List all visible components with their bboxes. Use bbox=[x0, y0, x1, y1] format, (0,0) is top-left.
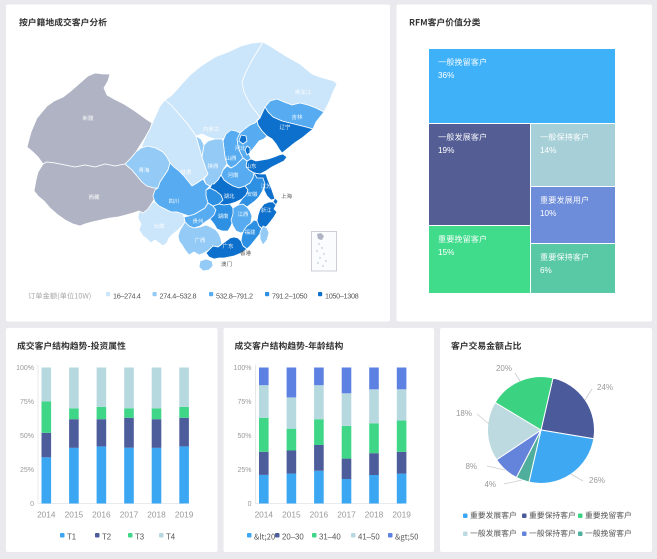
svg-text:6%: 6% bbox=[540, 266, 552, 275]
svg-text:16–274.4: 16–274.4 bbox=[113, 292, 141, 301]
svg-text:14%: 14% bbox=[540, 146, 556, 155]
svg-text:0: 0 bbox=[248, 501, 252, 508]
svg-text:8%: 8% bbox=[465, 462, 477, 471]
svg-text:2019: 2019 bbox=[392, 510, 411, 520]
svg-text:19%: 19% bbox=[438, 146, 454, 155]
svg-text:2015: 2015 bbox=[65, 510, 84, 520]
svg-text:2017: 2017 bbox=[337, 510, 356, 520]
svg-text:25%: 25% bbox=[20, 467, 34, 474]
svg-text:2015: 2015 bbox=[282, 510, 301, 520]
svg-text:274.4–532.8: 274.4–532.8 bbox=[160, 292, 197, 301]
svg-text:T3: T3 bbox=[135, 533, 144, 542]
svg-text:20–30: 20–30 bbox=[282, 533, 304, 542]
svg-text:75%: 75% bbox=[20, 399, 34, 406]
svg-text:31–40: 31–40 bbox=[319, 533, 341, 542]
svg-text:532.8–791.2: 532.8–791.2 bbox=[216, 292, 253, 301]
svg-text:100%: 100% bbox=[16, 365, 34, 372]
svg-text:791.2–1050: 791.2–1050 bbox=[272, 292, 307, 301]
svg-text:2018: 2018 bbox=[365, 510, 384, 520]
svg-text:T4: T4 bbox=[166, 533, 176, 542]
svg-text:50%: 50% bbox=[20, 433, 34, 440]
svg-text:36%: 36% bbox=[438, 71, 454, 80]
svg-text:2018: 2018 bbox=[147, 510, 166, 520]
svg-text:100%: 100% bbox=[234, 365, 252, 372]
svg-text:24%: 24% bbox=[597, 383, 613, 392]
svg-text:1050–1308: 1050–1308 bbox=[325, 292, 359, 301]
svg-text:2017: 2017 bbox=[120, 510, 139, 520]
svg-text:50%: 50% bbox=[237, 433, 251, 440]
svg-text:2014: 2014 bbox=[37, 510, 56, 520]
svg-text:T1: T1 bbox=[67, 533, 76, 542]
svg-text:2016: 2016 bbox=[92, 510, 111, 520]
svg-text:15%: 15% bbox=[438, 248, 454, 257]
svg-text:4%: 4% bbox=[484, 480, 496, 489]
svg-text:75%: 75% bbox=[237, 399, 251, 406]
svg-text:0: 0 bbox=[30, 501, 34, 508]
svg-text:2014: 2014 bbox=[255, 510, 274, 520]
svg-text:2019: 2019 bbox=[175, 510, 194, 520]
svg-text:20%: 20% bbox=[496, 364, 512, 373]
svg-text:41–50: 41–50 bbox=[358, 533, 380, 542]
svg-text:T2: T2 bbox=[102, 533, 111, 542]
svg-text:10%: 10% bbox=[540, 209, 556, 218]
svg-text:25%: 25% bbox=[237, 467, 251, 474]
svg-text:18%: 18% bbox=[456, 409, 472, 418]
svg-text:26%: 26% bbox=[589, 476, 605, 485]
svg-text:2016: 2016 bbox=[310, 510, 329, 520]
